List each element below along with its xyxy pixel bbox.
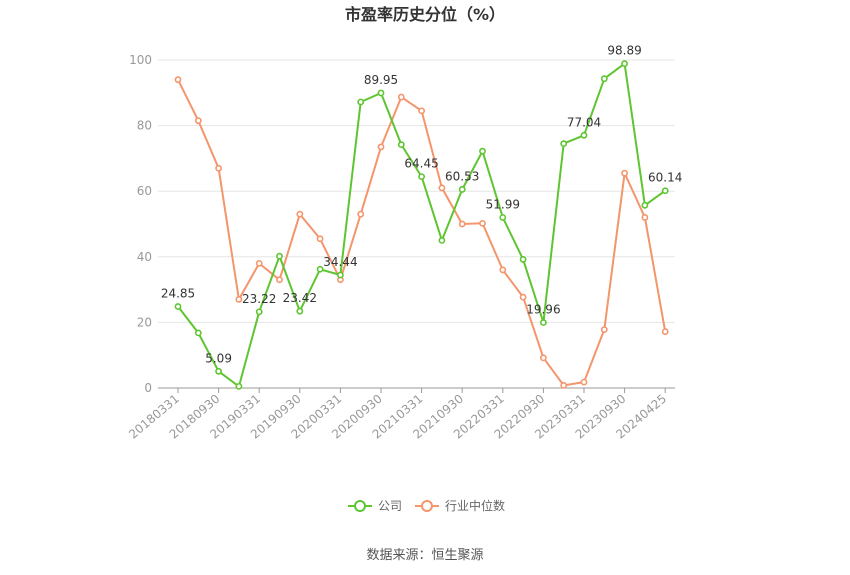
data-point [316, 235, 324, 243]
y-axis-ticks: 0 20 40 60 80 100 [129, 53, 152, 395]
data-label: 23.42 [283, 291, 317, 305]
data-point [194, 117, 202, 125]
legend-label: 行业中位数 [445, 498, 505, 513]
data-point [540, 354, 547, 362]
data-point [661, 328, 669, 335]
data-label: 60.14 [648, 171, 682, 185]
data-point [316, 265, 324, 273]
data-point [438, 236, 446, 244]
y-tick-label: 100 [129, 53, 152, 67]
data-point [519, 256, 527, 263]
data-point [296, 307, 304, 315]
data-point [397, 93, 405, 101]
data-point [600, 326, 608, 334]
data-label: 77.04 [567, 115, 601, 129]
data-point [276, 252, 283, 260]
data-point [418, 173, 425, 181]
data-point [519, 293, 527, 301]
x-axis: 2018033120180930201903312019093020200331… [126, 387, 675, 442]
grid [158, 59, 675, 323]
legend-item-0[interactable]: 公司 [348, 499, 402, 513]
y-tick-label: 40 [137, 250, 152, 264]
data-point [580, 131, 588, 139]
data-point [621, 169, 628, 177]
data-label: 89.95 [364, 73, 398, 87]
data-label: 64.45 [404, 157, 438, 171]
data-label: 5.09 [205, 351, 232, 365]
data-label: 60.53 [445, 169, 479, 183]
data-point [458, 220, 466, 228]
data-point [397, 141, 405, 149]
y-tick-label: 60 [137, 184, 152, 198]
legend[interactable]: 公司 行业中位数 [348, 498, 505, 513]
data-point [174, 303, 182, 310]
data-point [621, 60, 628, 68]
data-point [560, 381, 568, 389]
data-point [418, 107, 425, 115]
data-point [438, 184, 446, 192]
data-point [641, 201, 649, 209]
series-points [174, 60, 669, 390]
data-point [540, 319, 547, 326]
legend-marker [354, 500, 366, 512]
data-point [377, 143, 385, 151]
data-point [641, 214, 649, 221]
data-point [235, 382, 243, 390]
y-tick-label: 80 [137, 119, 152, 133]
legend-item-1[interactable]: 行业中位数 [415, 498, 505, 513]
data-labels: 24.85 5.09 23.22 23.42 34.44 89.95 64.45 60.53 5… [161, 44, 683, 366]
data-point [580, 378, 588, 386]
data-point [458, 186, 466, 193]
legend-marker [421, 500, 433, 512]
data-label: 51.99 [486, 197, 520, 211]
chart-title: 市盈率历史分位（%） [345, 5, 505, 24]
data-label: 19.96 [526, 303, 560, 317]
data-label: 34.44 [323, 255, 357, 269]
data-point [499, 266, 507, 274]
y-tick-label: 0 [144, 381, 152, 395]
data-point [235, 296, 243, 303]
data-point [357, 98, 365, 106]
data-point [479, 147, 486, 155]
data-point [296, 210, 304, 218]
data-point [336, 271, 344, 279]
data-point [215, 367, 222, 375]
data-label: 24.85 [161, 286, 195, 300]
data-source: 数据来源：恒生聚源 [366, 548, 483, 563]
legend-label: 公司 [378, 499, 402, 513]
data-point [276, 276, 283, 284]
data-point [600, 75, 608, 83]
data-point [357, 210, 365, 218]
data-point [174, 76, 182, 84]
data-point [194, 329, 202, 337]
data-point [661, 187, 669, 195]
data-point [255, 259, 263, 267]
data-point [255, 308, 263, 316]
y-tick-label: 20 [137, 315, 152, 329]
data-point [215, 164, 222, 172]
data-point [479, 219, 486, 227]
data-point [560, 140, 568, 148]
data-point [377, 89, 385, 97]
data-label: 98.89 [607, 44, 641, 58]
data-label: 23.22 [242, 292, 276, 306]
data-point [499, 214, 507, 221]
